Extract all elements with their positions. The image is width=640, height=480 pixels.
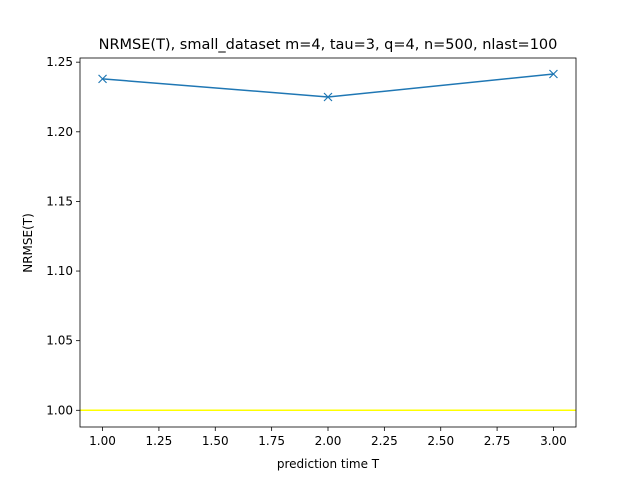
data-point-0-0 xyxy=(98,74,107,84)
x-tick-label-5: 2.25 xyxy=(371,434,398,448)
y-tick-label-4: 1.20 xyxy=(46,125,73,139)
x-tick-label-6: 2.50 xyxy=(427,434,454,448)
chart-title: NRMSE(T), small_dataset m=4, tau=3, q=4,… xyxy=(99,37,558,53)
x-tick-label-7: 2.75 xyxy=(484,434,511,448)
x-tick-label-8: 3.00 xyxy=(540,434,567,448)
y-tick-label-3: 1.15 xyxy=(46,194,73,208)
x-tick-label-4: 2.00 xyxy=(315,434,342,448)
plot-area: 1.00 1.25 1.50 1.75 2.00 2.25 2.50 2.75 3.00 1.00… xyxy=(46,55,577,448)
y-tick-label-5: 1.25 xyxy=(46,55,73,69)
x-tick-label-2: 1.50 xyxy=(202,434,229,448)
y-axis-label: NRMSE(T) xyxy=(21,213,35,273)
x-tick-label-0: 1.00 xyxy=(89,434,116,448)
y-tick-label-1: 1.05 xyxy=(46,334,73,348)
y-tick-label-2: 1.10 xyxy=(46,264,73,278)
data-point-0-1 xyxy=(323,92,333,102)
x-axis-label: prediction time T xyxy=(277,457,380,471)
y-tick-label-0: 1.00 xyxy=(46,403,73,417)
x-tick-label-1: 1.25 xyxy=(146,434,173,448)
data-point-0-2 xyxy=(549,69,558,79)
x-tick-label-3: 1.75 xyxy=(258,434,285,448)
